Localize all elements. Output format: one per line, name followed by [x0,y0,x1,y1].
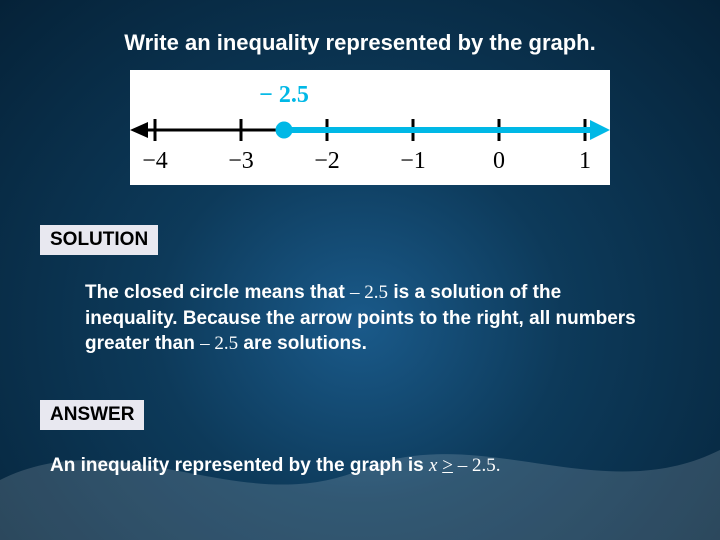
svg-text:0: 0 [493,148,505,174]
body-part-1a: The closed circle means that [85,282,350,303]
body-value-2: – 2.5 [200,333,238,354]
svg-text:−1: −1 [400,148,426,174]
solution-body: The closed circle means that – 2.5 is a … [85,280,655,357]
background-wave-decoration [0,360,720,540]
svg-text:− 2.5: − 2.5 [259,82,309,108]
svg-text:−3: −3 [228,148,254,174]
answer-heading: ANSWER [40,400,144,430]
svg-text:−4: −4 [142,148,168,174]
number-line-graph: −4 −3 −2 −1 0 1 − 2.5 [130,70,610,185]
svg-text:1: 1 [579,148,591,174]
svg-text:−2: −2 [314,148,340,174]
body-value-1: – 2.5 [350,282,388,303]
answer-body: An inequality represented by the graph i… [50,455,670,477]
page-title: Write an inequality represented by the g… [0,30,720,56]
answer-variable-x: x [429,455,442,476]
answer-value: – 2.5. [453,455,501,476]
answer-operator: > [442,455,453,476]
answer-text-1: An inequality represented by the graph i… [50,455,429,476]
solution-heading: SOLUTION [40,225,158,255]
body-part-1c: are solutions. [238,333,367,354]
